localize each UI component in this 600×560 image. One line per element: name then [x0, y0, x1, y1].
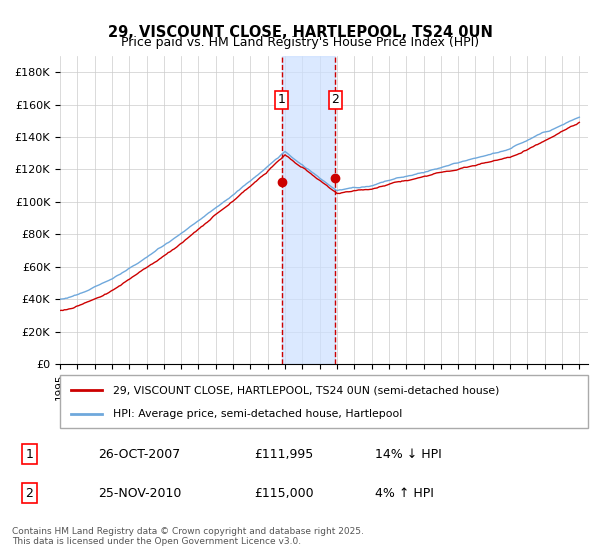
Text: 29, VISCOUNT CLOSE, HARTLEPOOL, TS24 0UN: 29, VISCOUNT CLOSE, HARTLEPOOL, TS24 0UN [107, 25, 493, 40]
Text: Contains HM Land Registry data © Crown copyright and database right 2025.
This d: Contains HM Land Registry data © Crown c… [12, 526, 364, 546]
Text: 2: 2 [25, 487, 33, 500]
Bar [282, 56, 335, 364]
Text: £111,995: £111,995 [254, 447, 313, 460]
Text: 4% ↑ HPI: 4% ↑ HPI [375, 487, 434, 500]
Text: 1: 1 [25, 447, 33, 460]
Text: £115,000: £115,000 [254, 487, 314, 500]
Text: 25-NOV-2010: 25-NOV-2010 [98, 487, 182, 500]
Text: 14% ↓ HPI: 14% ↓ HPI [375, 447, 442, 460]
Text: 29, VISCOUNT CLOSE, HARTLEPOOL, TS24 0UN (semi-detached house): 29, VISCOUNT CLOSE, HARTLEPOOL, TS24 0UN… [113, 385, 499, 395]
Text: 1: 1 [278, 94, 286, 106]
Text: HPI: Average price, semi-detached house, Hartlepool: HPI: Average price, semi-detached house,… [113, 408, 402, 418]
FancyBboxPatch shape [60, 375, 588, 428]
Text: Price paid vs. HM Land Registry's House Price Index (HPI): Price paid vs. HM Land Registry's House … [121, 36, 479, 49]
Text: 26-OCT-2007: 26-OCT-2007 [98, 447, 181, 460]
Text: 2: 2 [331, 94, 339, 106]
